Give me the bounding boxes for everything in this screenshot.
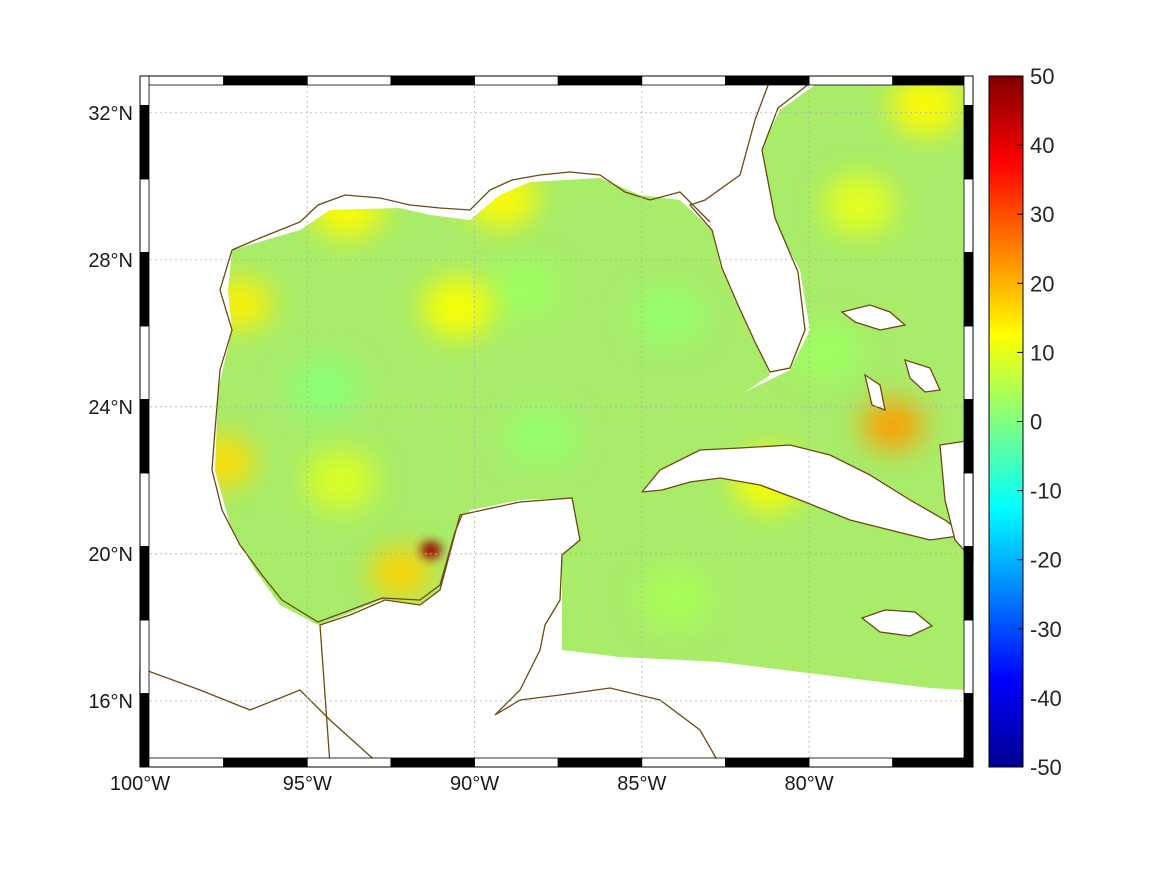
anomaly-spot bbox=[639, 567, 712, 628]
anomaly-spot bbox=[215, 435, 255, 488]
border-segment bbox=[963, 399, 974, 474]
border-segment bbox=[725, 757, 810, 768]
lon-tick-label: 100°W bbox=[110, 773, 170, 795]
latitude-tick-labels: 32°N 28°N 24°N 20°N 16°N bbox=[88, 103, 133, 713]
jamaica-land bbox=[860, 609, 934, 637]
border-segment bbox=[557, 75, 643, 86]
lon-tick-label: 90°W bbox=[450, 773, 499, 795]
anomaly-spot bbox=[369, 546, 433, 599]
anomaly-spot bbox=[632, 284, 705, 345]
border-segment bbox=[725, 75, 810, 86]
colorbar-tick-label: 30 bbox=[1030, 202, 1054, 227]
border-segment bbox=[963, 75, 974, 106]
anomaly-spot bbox=[505, 406, 578, 467]
colorbar-ticks: 50 40 30 20 10 0 -10 -20 -30 -40 -50 bbox=[1017, 64, 1062, 780]
border-segment bbox=[139, 325, 150, 400]
lon-tick-label: 95°W bbox=[283, 773, 332, 795]
anomaly-spot bbox=[421, 277, 494, 338]
anomaly-spot bbox=[304, 450, 377, 511]
lon-tick-label: 85°W bbox=[617, 773, 666, 795]
border-segment bbox=[306, 75, 392, 86]
border-segment bbox=[808, 757, 894, 768]
anomaly-spot bbox=[789, 321, 862, 382]
gulf-coastline bbox=[211, 171, 711, 623]
lat-tick-label: 32°N bbox=[88, 103, 133, 125]
border-segment bbox=[474, 75, 559, 86]
lon-tick-label: 80°W bbox=[785, 773, 834, 795]
border-segment bbox=[963, 325, 974, 400]
colorbar-tick-label: -50 bbox=[1030, 755, 1062, 780]
border-segment bbox=[139, 75, 150, 106]
border-segment bbox=[139, 75, 225, 86]
border-segment bbox=[390, 75, 475, 86]
colorbar-tick-label: 50 bbox=[1030, 64, 1054, 89]
border-segment bbox=[963, 472, 974, 547]
lat-tick-label: 28°N bbox=[88, 250, 133, 272]
colorbar-tick-label: 20 bbox=[1030, 271, 1054, 296]
border-segment bbox=[139, 252, 150, 327]
anomaly-spot bbox=[287, 358, 360, 419]
border-segment bbox=[963, 693, 974, 768]
border-segment bbox=[139, 472, 150, 547]
border-segment bbox=[306, 757, 392, 768]
colorbar-tick-label: -40 bbox=[1030, 686, 1062, 711]
border-segment bbox=[963, 619, 974, 694]
border-segment bbox=[139, 757, 225, 768]
colorbar-tick-label: 10 bbox=[1030, 340, 1054, 365]
border-segment bbox=[390, 757, 475, 768]
border-segment bbox=[139, 546, 150, 621]
anomaly-spot bbox=[890, 85, 963, 136]
border-segment bbox=[892, 75, 974, 86]
border-segment bbox=[641, 757, 726, 768]
colorbar-tick-label: -10 bbox=[1030, 479, 1062, 504]
bahamas-land bbox=[840, 304, 941, 412]
anomaly-spot bbox=[861, 399, 924, 452]
border-segment bbox=[963, 546, 974, 621]
border-outline bbox=[139, 75, 974, 768]
florida-land bbox=[688, 79, 816, 373]
colorbar-tick-label: 0 bbox=[1030, 410, 1042, 435]
border-segment bbox=[892, 757, 974, 768]
border-segment bbox=[808, 75, 894, 86]
anomaly-spot bbox=[488, 259, 561, 320]
colorbar-tick-label: -30 bbox=[1030, 617, 1062, 642]
anomaly-spot bbox=[823, 174, 896, 235]
border-segment bbox=[139, 693, 150, 768]
border-segment bbox=[139, 619, 150, 694]
border-segment bbox=[139, 105, 150, 180]
anomaly-spot bbox=[420, 541, 442, 560]
colorbar-tick-label: -20 bbox=[1030, 548, 1062, 573]
border-segment bbox=[641, 75, 726, 86]
border-segment bbox=[223, 757, 308, 768]
map-border bbox=[139, 75, 974, 768]
border-segment bbox=[557, 757, 643, 768]
border-segment bbox=[139, 399, 150, 474]
border-segment bbox=[963, 252, 974, 327]
gridlines bbox=[140, 76, 973, 767]
border-segment bbox=[963, 178, 974, 253]
border-segment bbox=[139, 178, 150, 253]
lat-tick-label: 20°N bbox=[88, 544, 133, 566]
yucatan-land bbox=[139, 497, 722, 766]
colorbar-tick-label: 40 bbox=[1030, 133, 1054, 158]
lat-tick-label: 24°N bbox=[88, 397, 133, 419]
border-segment bbox=[963, 105, 974, 180]
border-segment bbox=[474, 757, 559, 768]
longitude-tick-labels: 100°W 95°W 90°W 85°W 80°W bbox=[110, 773, 834, 795]
border-segment bbox=[223, 75, 308, 86]
lat-tick-label: 16°N bbox=[88, 691, 133, 713]
